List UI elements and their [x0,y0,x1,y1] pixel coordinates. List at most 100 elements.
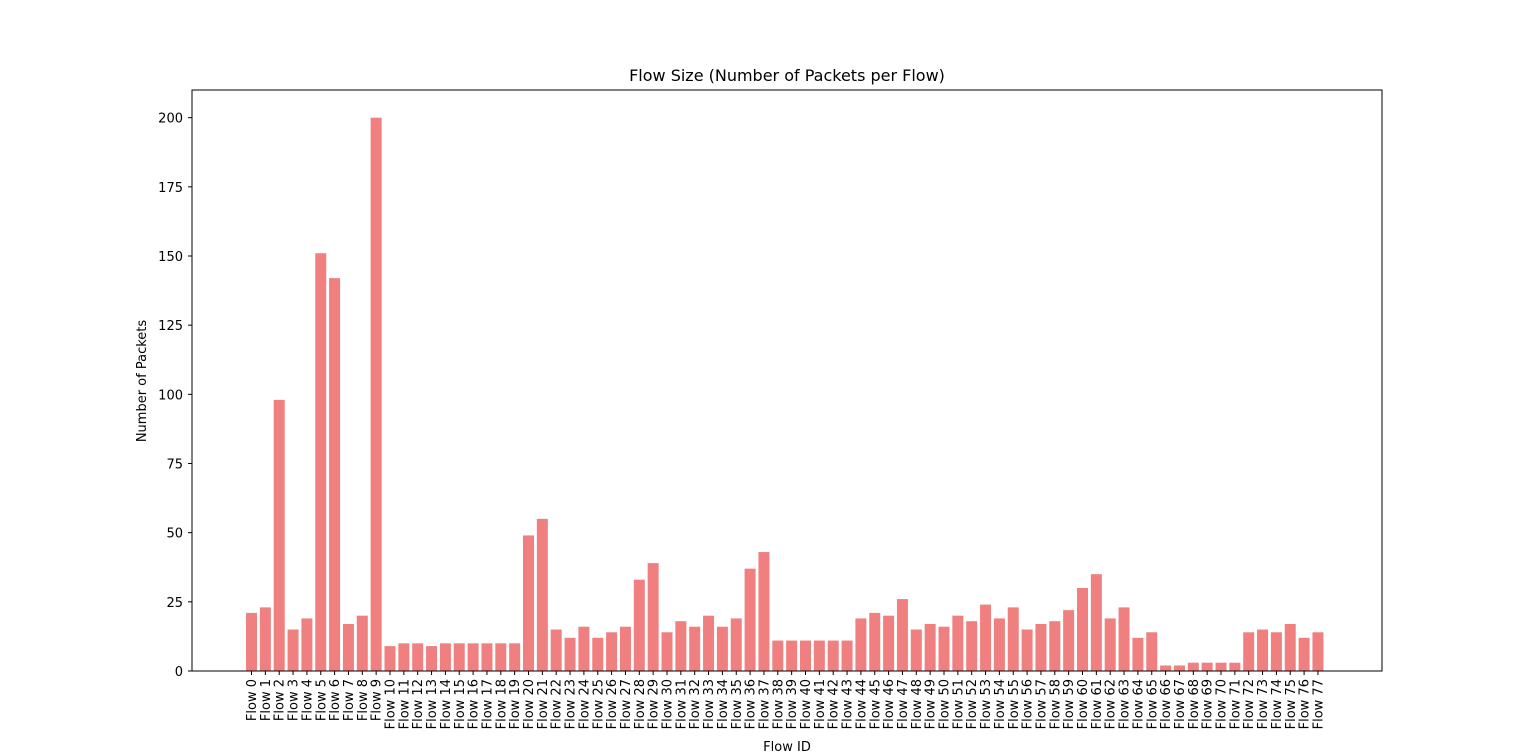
bar [952,615,964,671]
bar [772,640,784,671]
x-tick-label: Flow 37 [757,679,772,729]
bar [356,615,368,671]
y-axis-title: Number of Packets [135,320,150,443]
bar [800,640,811,671]
y-tick-label: 0 [175,665,183,680]
x-tick-label: Flow 54 [993,679,1008,729]
y-tick-label: 125 [158,319,183,334]
y-axis: 0 25 50 75 100 125 150 175 200 [158,112,192,680]
bar [523,535,534,671]
bar [1035,623,1047,671]
x-tick-label: Flow 52 [965,679,980,729]
bar [606,632,618,671]
bar [883,615,895,671]
x-tick-label: Flow 56 [1021,679,1036,729]
x-tick-label: Flow 10 [384,679,399,729]
x-tick-label: Flow 41 [813,679,828,729]
bar [1187,662,1199,671]
bar [370,117,382,672]
x-tick-label: Flow 66 [1159,679,1174,729]
bar [342,623,354,671]
bar [1090,574,1102,671]
bar [619,626,631,671]
bar [1243,632,1255,671]
bar [855,618,867,671]
x-tick-label: Flow 34 [716,679,731,729]
x-tick-label: Flow 77 [1311,679,1326,729]
x-tick-label: Flow 9 [370,679,385,721]
x-tick-label: Flow 74 [1270,679,1285,729]
x-tick-label: Flow 42 [827,679,842,729]
x-tick-label: Flow 18 [494,679,509,729]
bar [1132,637,1144,671]
bar [1284,623,1296,671]
bar [938,626,950,671]
x-tick-label: Flow 20 [522,679,537,729]
bar [467,643,479,671]
bar [329,278,341,671]
x-tick-label: Flow 75 [1284,679,1299,729]
x-tick-label: Flow 25 [591,679,606,729]
x-tick-label: Flow 32 [688,679,703,729]
x-tick-label: Flow 44 [854,679,869,729]
bar [509,643,521,671]
bar [1118,607,1130,671]
bar [1312,632,1324,671]
x-tick-label: Flow 45 [868,679,883,729]
bar [716,626,728,671]
x-tick-label: Flow 21 [536,679,551,729]
x-tick-label: Flow 49 [924,679,939,729]
bar [384,646,396,671]
x-tick-label: Flow 69 [1201,679,1216,729]
x-tick-label: Flow 11 [397,679,412,729]
chart-title: Flow Size (Number of Packets per Flow) [629,66,945,85]
x-tick-label: Flow 29 [647,679,662,729]
x-tick-label: Flow 38 [771,679,786,729]
bar [744,568,756,671]
y-tick-label: 175 [158,181,183,196]
bar [924,623,936,671]
bar [896,599,908,671]
bar [1215,662,1227,671]
bar [439,643,451,671]
bar [1229,662,1241,671]
bar [1077,588,1088,671]
x-tick-label: Flow 40 [799,679,814,729]
x-tick-label: Flow 58 [1048,679,1063,729]
bar [993,618,1005,671]
bar [1173,665,1185,671]
x-tick-label: Flow 63 [1118,679,1133,729]
x-tick-label: Flow 24 [577,679,592,729]
bar [730,618,742,671]
bar [536,518,548,671]
x-tick-label: Flow 5 [314,679,329,721]
bars-layer [246,117,1324,672]
bar [592,637,604,671]
x-tick-label: Flow 55 [1007,679,1022,729]
bar [259,607,271,671]
x-tick-label: Flow 71 [1228,679,1243,729]
bar [453,643,465,671]
x-tick-label: Flow 48 [910,679,925,729]
bar [426,646,438,671]
x-tick-label: Flow 8 [356,679,371,721]
x-tick-label: Flow 60 [1076,679,1091,729]
plot-frame [191,89,1383,672]
x-tick-label: Flow 30 [661,679,676,729]
bar [689,626,701,671]
bar [647,563,659,671]
bar [578,626,590,671]
x-tick-label: Flow 46 [882,679,897,729]
bar [1104,618,1116,671]
x-tick-label: Flow 47 [896,679,911,729]
x-tick-label: Flow 59 [1062,679,1077,729]
bar [1201,662,1213,671]
bar [675,621,687,671]
bar [661,632,673,671]
x-tick-label: Flow 51 [951,679,966,729]
x-tick-label: Flow 27 [619,679,634,729]
bar [495,643,507,671]
bar [813,640,825,671]
bar [910,629,922,671]
